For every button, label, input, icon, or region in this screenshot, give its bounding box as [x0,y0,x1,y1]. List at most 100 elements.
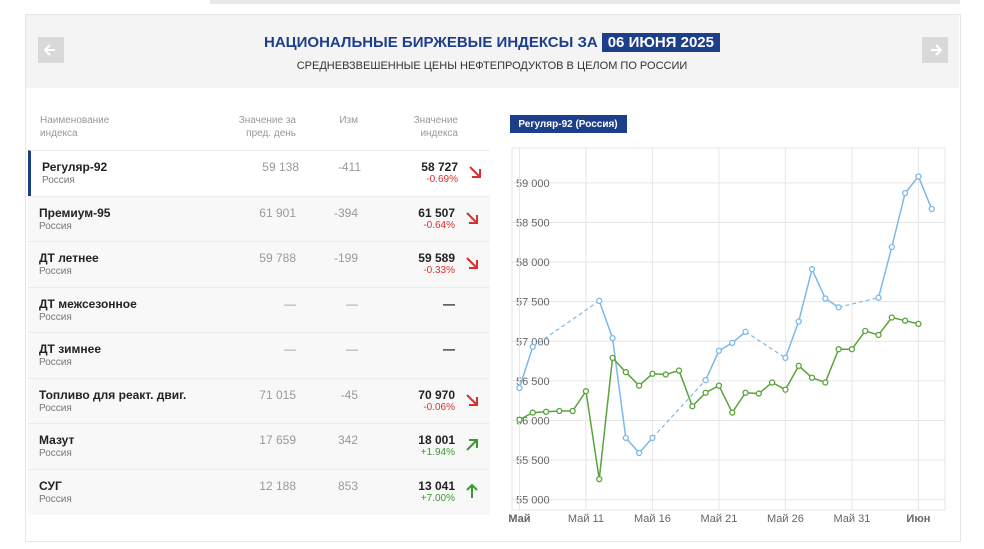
gap-connector [651,379,707,439]
change-percent: -0.64% [423,219,455,231]
data-point [862,327,869,335]
prev-value: 12 188 [259,478,296,493]
data-point [835,304,842,311]
column-header: Значение за пред. день [238,115,296,139]
table-row[interactable]: ДТ зимнее Россия — — — [28,332,490,378]
trend-arrow [469,166,481,178]
prev-value: — [284,296,296,311]
data-point [808,374,816,381]
prev-value: 71 015 [259,387,296,402]
header [26,15,959,88]
index-value: 70 970 [418,387,455,402]
index-region: Россия [42,175,75,186]
index-region: Россия [39,448,72,459]
data-point [901,190,909,197]
data-point [888,243,895,251]
index-name: Мазут [39,433,75,447]
table-row[interactable]: СУГ Россия 12 188 853 13 041 +7.00% [28,468,490,515]
x-tick-label: Июн [906,513,930,525]
data-point [875,331,882,339]
index-region: Россия [39,402,72,414]
x-tick-label: Май 31 [833,513,870,525]
data-point [928,205,935,213]
table-row[interactable]: Регуляр-92 Россия 59 138 -411 58 727 -0.69% [28,150,490,196]
change: — [346,296,358,311]
table-row[interactable]: ДТ летнее Россия 59 788 -199 59 589 -0.33% [28,241,490,287]
data-point [848,346,856,353]
data-point [609,334,616,342]
y-tick-label: 56 500 [516,376,550,388]
title: НАЦИОНАЛЬНЫЕ БИРЖЕВЫЕ ИНДЕКСЫ ЗА 06 ИЮНЯ … [0,33,984,52]
data-point [635,382,643,389]
index-value: 18 001 [418,433,455,447]
table-row[interactable]: Мазут Россия 17 659 342 18 001 +1.94% [28,423,490,469]
x-tick-label: Май 21 [701,513,738,525]
data-point [915,320,922,328]
table-row[interactable]: Топливо для реакт. двиг. Россия 71 015 -45 7… [28,377,490,424]
trend-arrow [466,483,478,498]
table-row[interactable]: ДТ межсезонное Россия — — — [28,286,490,333]
data-point [622,369,629,376]
data-point [556,407,563,415]
index-value: — [443,342,455,356]
chart-title-box [510,115,627,133]
index-value: 59 589 [418,251,455,265]
index-name: ДТ зимнее [39,342,102,356]
y-tick-label: 55 500 [516,455,550,467]
data-point [702,376,709,384]
data-point [609,354,616,362]
data-point [808,266,816,273]
top-bar [210,0,960,4]
table-row[interactable]: Премиум-95 Россия 61 901 -394 61 507 -0.64% [28,195,490,242]
data-point [622,434,629,442]
data-point [715,382,723,389]
y-tick-label: 56 000 [516,415,550,427]
index-value: — [443,296,455,311]
data-point [742,389,749,396]
data-point [516,416,523,423]
index-name: Регуляр-92 [42,160,108,174]
data-point [529,409,536,416]
index-name: ДТ летнее [39,251,99,265]
data-point [529,343,536,350]
data-point [915,173,922,180]
change: — [346,342,358,356]
next-button[interactable] [922,37,948,63]
data-point [901,317,909,324]
y-tick-label: 57 500 [516,297,550,309]
data-point [729,339,736,347]
data-point [822,379,829,386]
y-tick-label: 58 000 [516,257,550,269]
data-point [782,386,789,393]
data-point [795,318,802,325]
index-region: Россия [39,357,72,368]
column-header: Значение индекса [413,115,458,139]
gap-connector [745,331,786,359]
change: -411 [337,160,361,174]
title-text: НАЦИОНАЛЬНЫЕ БИРЖЕВЫЕ ИНДЕКСЫ ЗА [264,34,598,51]
prev-value: 59 138 [262,160,299,174]
data-point [702,389,709,396]
x-tick-label: Май 16 [634,513,671,525]
trend-arrow [466,439,478,451]
data-point [542,408,550,415]
change: 853 [337,478,358,493]
change-percent: +7.00% [420,492,455,504]
data-point [742,328,749,335]
prev-button[interactable] [38,37,64,63]
trend-arrow [466,393,478,406]
chart: Регуляр-92 (Россия) 55 000 55 500 56 000 56… [508,115,946,525]
data-point [715,347,723,354]
change-percent: -0.06% [423,401,455,413]
data-point [875,294,882,301]
date[interactable]: 06 ИЮНЯ 2025 [601,33,720,52]
index-region: Россия [39,220,72,232]
data-point [822,295,829,302]
data-point [596,297,603,305]
index-name: Премиум-95 [39,205,111,220]
data-point [768,379,776,386]
y-tick-label: 59 000 [516,178,550,190]
index-name: СУГ [39,478,62,493]
trend-arrow [466,211,478,224]
